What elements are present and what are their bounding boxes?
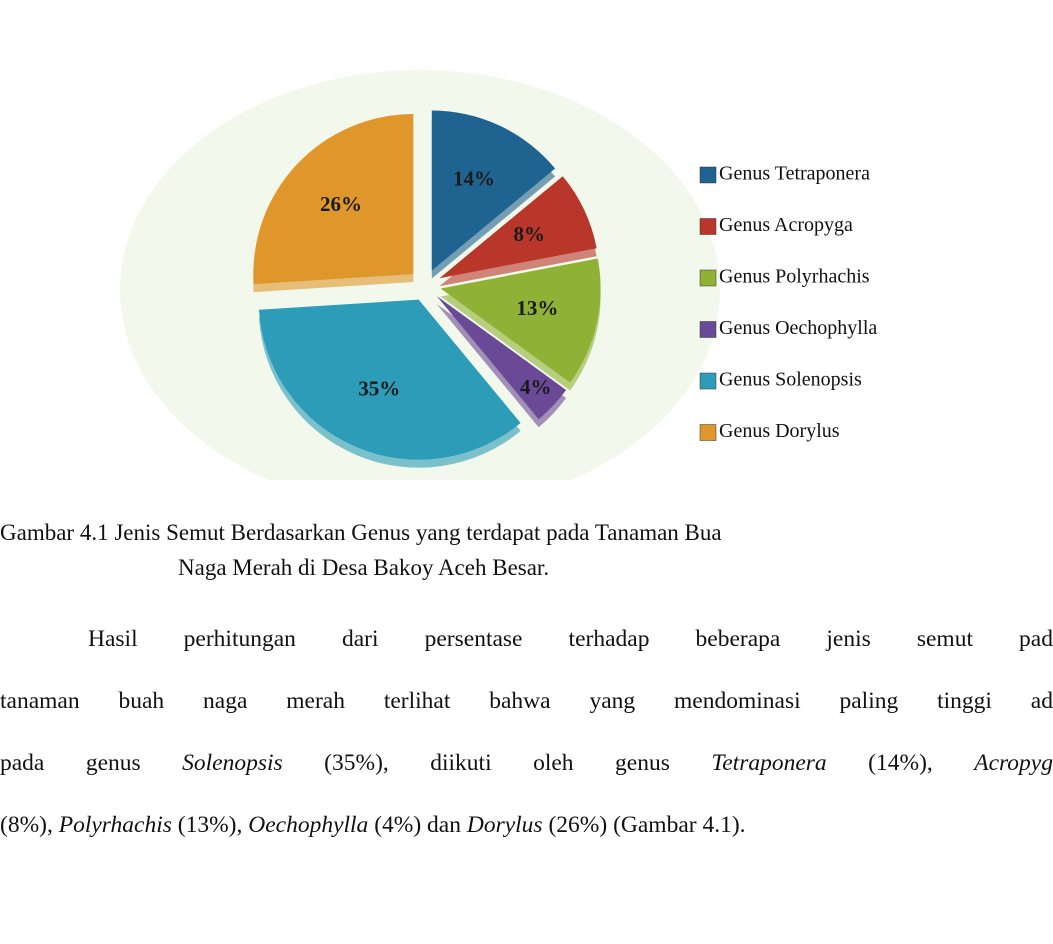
paragraph: Hasil perhitungan dari persentase terhad… <box>0 612 1053 860</box>
legend-swatch <box>700 270 716 286</box>
text-run: Hasil perhitungan dari persentase terhad… <box>88 626 1053 652</box>
legend-swatch <box>700 322 716 338</box>
text-run: tanaman buah naga merah terlihat bahwa y… <box>0 688 1053 714</box>
text-run: (13%), <box>172 812 248 838</box>
data-label: 14% <box>453 167 495 191</box>
text-run: Acropyg <box>974 750 1053 776</box>
legend-label: Genus Tetraponera <box>719 163 870 185</box>
data-label: 26% <box>320 192 362 216</box>
text-run: pada genus <box>0 750 182 776</box>
legend-label: Genus Dorylus <box>719 420 840 442</box>
legend-swatch <box>700 167 716 183</box>
paragraph-line: Hasil perhitungan dari persentase terhad… <box>0 612 1053 674</box>
legend-swatch <box>700 373 716 389</box>
text-run: Polyrhachis <box>59 812 172 838</box>
paragraph-line: tanaman buah naga merah terlihat bahwa y… <box>0 674 1053 736</box>
data-label: 8% <box>513 222 545 246</box>
text-run: Dorylus <box>467 812 543 838</box>
data-label: 13% <box>516 296 558 320</box>
text-run: (26%) (Gambar 4.1). <box>543 812 746 838</box>
text-run: Solenopsis <box>182 750 283 776</box>
caption-line: Naga Merah di Desa Bakoy Aceh Besar. <box>178 555 549 581</box>
data-label: 4% <box>520 375 552 399</box>
legend-label: Genus Solenopsis <box>719 369 862 391</box>
paragraph-line: (8%), Polyrhachis (13%), Oechophylla (4%… <box>0 798 1053 860</box>
text-run: (14%), <box>827 750 975 776</box>
legend-label: Genus Acropyga <box>719 214 853 236</box>
page: 14% 8% 13% 4% 35% 26% Genus Tetraponera Genus A… <box>0 0 1053 944</box>
chart: 14% 8% 13% 4% 35% 26% Genus Tetraponera Genus A… <box>0 0 1053 480</box>
legend-label: Genus Polyrhachis <box>719 266 870 288</box>
caption-line: Gambar 4.1 Jenis Semut Berdasarkan Genus… <box>0 520 722 546</box>
text-run: (4%) dan <box>368 812 467 838</box>
legend-swatch <box>700 425 716 441</box>
paragraph-line: pada genus Solenopsis (35%), diikuti ole… <box>0 736 1053 798</box>
text-run: (35%), diikuti oleh genus <box>283 750 712 776</box>
text-run: Tetraponera <box>711 750 826 776</box>
legend-swatch <box>700 219 716 235</box>
legend-label: Genus Oechophylla <box>719 317 877 339</box>
text-run: Oechophylla <box>248 812 368 838</box>
text-run: (8%), <box>0 812 59 838</box>
data-label: 35% <box>358 377 400 401</box>
